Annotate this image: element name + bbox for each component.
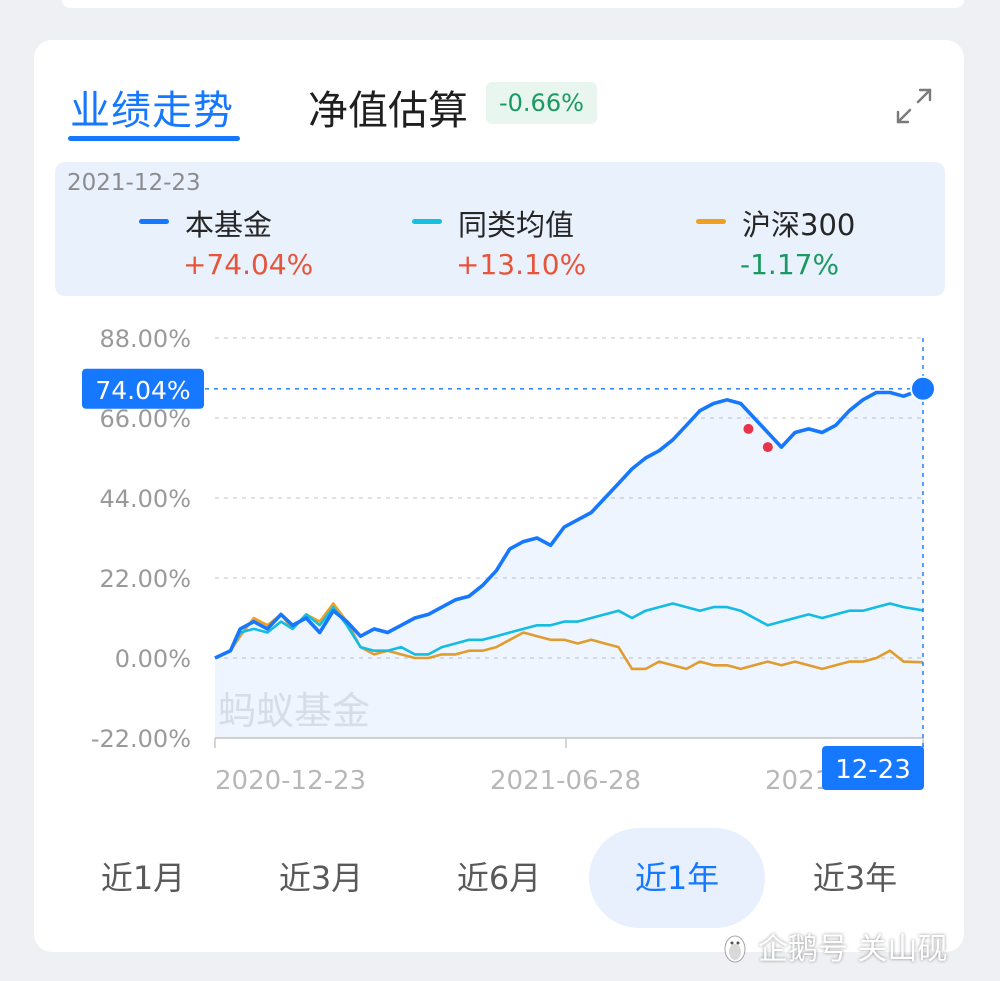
legend-swatch-fund bbox=[139, 219, 169, 224]
fund-area-fill bbox=[215, 388, 923, 738]
current-value-label: 74.04% bbox=[95, 376, 190, 405]
legend-swatch-peer bbox=[412, 219, 442, 224]
period-selector: 近1月 近3月 近6月 近1年 近3年 bbox=[0, 828, 1000, 928]
y-tick-label: -22.00% bbox=[91, 725, 191, 753]
period-3y[interactable]: 近3年 bbox=[812, 859, 898, 897]
x-tick-label: 2021 bbox=[765, 766, 831, 796]
legend-panel: 2021-12-23 本基金 +74.04% 同类均值 +13.10% 沪深30… bbox=[55, 162, 945, 296]
y-tick-label: 88.00% bbox=[99, 325, 191, 353]
period-3m[interactable]: 近3月 bbox=[278, 859, 364, 897]
y-tick-label: 0.00% bbox=[115, 645, 191, 673]
series-line-index bbox=[214, 602, 924, 671]
current-date-label: 12-23 bbox=[835, 755, 911, 785]
top-card-edge bbox=[62, 0, 964, 8]
current-value-box bbox=[82, 368, 204, 409]
series-line-fund bbox=[214, 387, 924, 660]
chart-watermark: 蚂蚁基金 bbox=[218, 689, 370, 733]
y-tick-label: 22.00% bbox=[99, 565, 191, 593]
y-tick-label: 66.00% bbox=[99, 405, 191, 433]
performance-chart[interactable]: 88.00% 66.00% 44.00% 22.00% 0.00% -22.00% 蚂蚁基金… bbox=[0, 0, 1000, 820]
legend-value-index: -1.17% bbox=[740, 248, 840, 281]
current-point-marker bbox=[910, 375, 936, 402]
footer-watermark-text: 企鹅号 关山砚 bbox=[758, 932, 948, 967]
legend-name-peer: 同类均值 bbox=[458, 208, 575, 242]
current-date-box bbox=[822, 746, 924, 790]
x-tick-label: 2020-12-23 bbox=[215, 766, 366, 796]
penguin-icon bbox=[724, 935, 746, 963]
legend-swatch-index bbox=[696, 219, 726, 224]
period-6m[interactable]: 近6月 bbox=[456, 859, 542, 897]
period-1y[interactable]: 近1年 bbox=[589, 828, 765, 928]
series-line-peer bbox=[214, 602, 924, 660]
event-marker bbox=[743, 423, 754, 434]
y-tick-label: 44.00% bbox=[99, 485, 191, 513]
legend-value-fund: +74.04% bbox=[183, 248, 314, 281]
tab-estimate[interactable]: 净值估算 bbox=[308, 88, 468, 134]
x-tick-label: 2021-06-28 bbox=[490, 766, 641, 796]
legend-name-fund: 本基金 bbox=[185, 208, 273, 242]
legend-value-peer: +13.10% bbox=[456, 248, 587, 281]
footer-watermark: 企鹅号 关山砚 bbox=[722, 924, 948, 968]
legend-date: 2021-12-23 bbox=[67, 170, 201, 196]
active-tab-indicator bbox=[68, 136, 240, 141]
expand-icon[interactable] bbox=[894, 86, 934, 130]
period-1m[interactable]: 近1月 bbox=[100, 859, 186, 897]
estimate-change-badge: -0.66% bbox=[486, 82, 597, 124]
event-marker bbox=[762, 442, 773, 453]
legend-name-index: 沪深300 bbox=[742, 208, 856, 242]
tab-performance[interactable]: 业绩走势 bbox=[70, 88, 234, 134]
